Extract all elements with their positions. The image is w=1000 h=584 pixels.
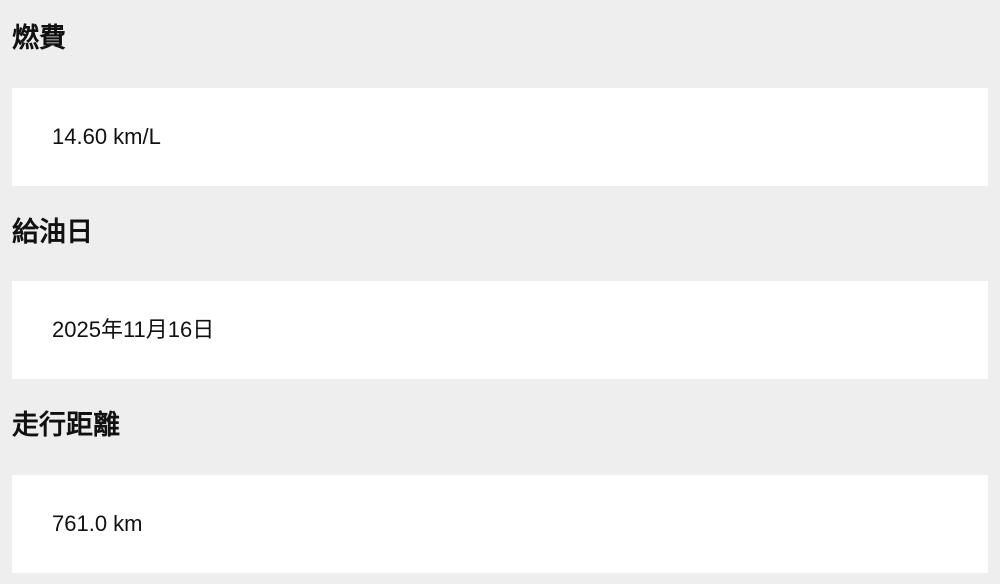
distance-value: 761.0 km <box>52 511 143 536</box>
distance-field: 761.0 km <box>12 475 988 573</box>
refuel-date-value: 2025年11月16日 <box>52 317 215 342</box>
fuel-economy-value: 14.60 km/L <box>52 124 161 149</box>
fuel-economy-field: 14.60 km/L <box>12 88 988 186</box>
fuel-economy-label: 燃費 <box>12 23 66 54</box>
refuel-date-label: 給油日 <box>12 217 93 248</box>
distance-label: 走行距離 <box>12 410 120 441</box>
refuel-date-field: 2025年11月16日 <box>12 281 988 379</box>
